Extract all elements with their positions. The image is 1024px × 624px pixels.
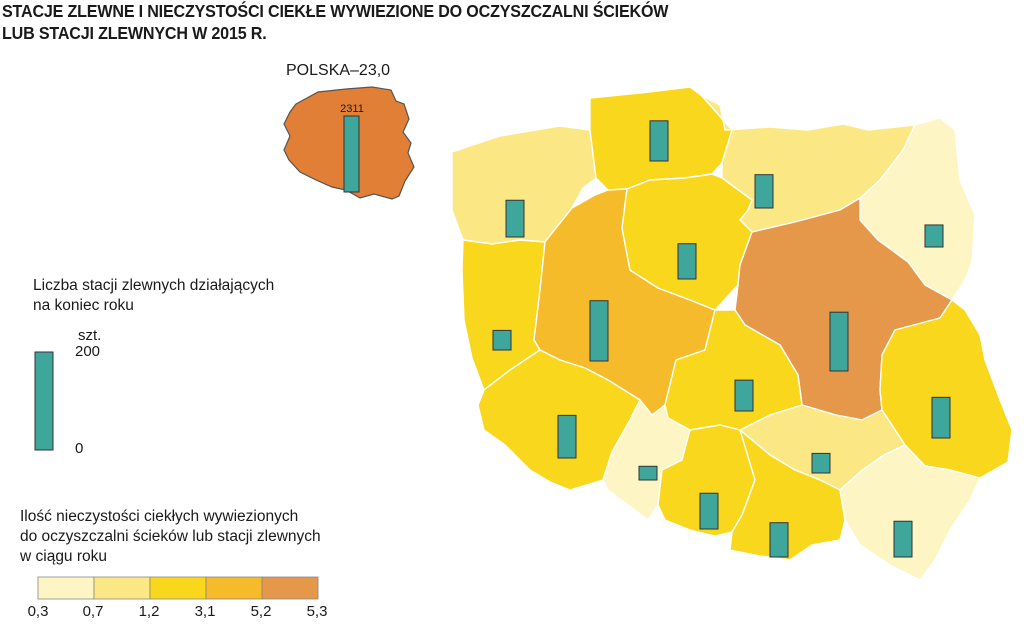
scale-class-box-2: [149, 576, 207, 600]
bar-podkarpackie: [893, 520, 913, 558]
inset-poland-label: POLSKA–23,0: [286, 62, 391, 79]
bar-legend-title: Liczba stacji zlewnych działających na k…: [33, 276, 274, 316]
bar-legend-title-line-1: Liczba stacji zlewnych działających: [33, 277, 275, 294]
bar-legend-sample-bar: [34, 351, 54, 451]
scale-class-box-0: [37, 576, 95, 600]
scale-class-box-4: [261, 576, 319, 600]
bar-legend-max-label: 200: [75, 343, 101, 360]
bar-zachodniopomorskie: [505, 199, 525, 238]
region-podkarpackie: [839, 444, 981, 581]
bar-mazowieckie: [829, 311, 849, 372]
bar-legend-min-label: 0: [75, 440, 84, 457]
bar-warmińsko-mazurskie: [754, 174, 774, 209]
bar-dolnośląskie: [557, 414, 577, 459]
choropleth-legend-title: Ilość nieczystości ciekłych wywiezionych…: [20, 507, 321, 567]
choropleth-legend-title-line-3: w ciągu roku: [20, 548, 108, 565]
bar-lubuskie: [492, 329, 512, 351]
map-title: STACJE ZLEWNE I NIECZYSTOŚCI CIEKŁE WYWI…: [2, 0, 830, 44]
bar-pomorskie: [649, 120, 669, 162]
scale-class-box-3: [205, 576, 263, 600]
scale-class-box-1: [93, 576, 151, 600]
bar-śląskie: [699, 492, 719, 530]
scale-break-label-2: 1,2: [138, 603, 160, 620]
map-title-line-1: STACJE ZLEWNE I NIECZYSTOŚCI CIEKŁE WYWI…: [2, 1, 669, 21]
scale-break-label-1: 0,7: [82, 603, 104, 620]
bar-legend-title-line-2: na koniec roku: [33, 297, 134, 314]
bar-łódzkie: [734, 379, 754, 412]
map-title-line-2: LUB STACJI ZLEWNYCH W 2015 R.: [2, 23, 267, 43]
bar-lubelskie: [931, 396, 951, 439]
bar-świętokrzyskie: [811, 452, 831, 474]
inset-national-bar: [343, 115, 360, 193]
scale-break-label-3: 3,1: [194, 603, 216, 620]
choropleth-legend-title-line-1: Ilość nieczystości ciekłych wywiezionych: [20, 508, 299, 525]
bar-podlaskie: [924, 224, 944, 248]
inset-bar-value-label: 2311: [340, 103, 364, 115]
scale-break-label-5: 5,3: [306, 603, 328, 620]
region-małopolskie: [729, 429, 846, 561]
bar-wielkopolskie: [589, 300, 609, 362]
bar-legend-unit: szt.: [78, 327, 102, 344]
choropleth-legend-title-line-2: do oczyszczalni ścieków lub stacji zlewn…: [20, 528, 321, 545]
scale-break-label-0: 0,3: [27, 603, 49, 620]
bar-opolskie: [638, 465, 658, 481]
scale-break-label-4: 5,2: [250, 603, 272, 620]
bar-kujawsko-pomorskie: [677, 243, 697, 280]
bar-małopolskie: [769, 522, 789, 558]
